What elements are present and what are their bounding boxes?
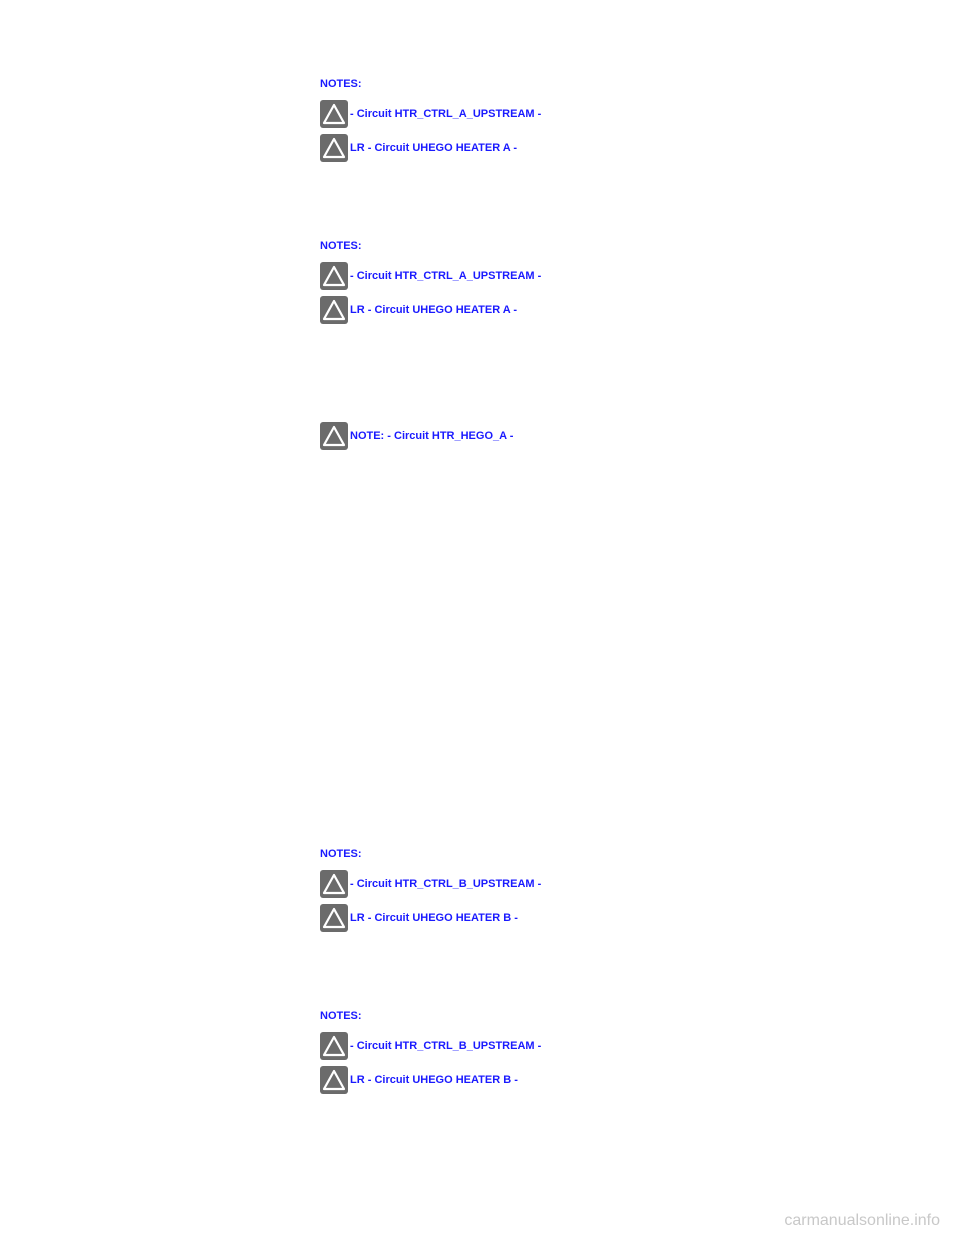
- warning-triangle-icon: [320, 100, 348, 128]
- notes-header: NOTES:: [320, 240, 880, 252]
- warning-triangle-icon: [320, 1066, 348, 1094]
- warning-triangle-icon: [320, 262, 348, 290]
- warning-triangle-icon: [320, 904, 348, 932]
- note-line: - Circuit HTR_CTRL_B_UPSTREAM -: [320, 1032, 880, 1060]
- note-line: LR - Circuit UHEGO HEATER A -: [320, 296, 880, 324]
- note-line: NOTE: - Circuit HTR_HEGO_A -: [320, 422, 880, 450]
- note-section: NOTES: - Circuit HTR_CTRL_B_UPSTREAM - L…: [320, 1010, 880, 1094]
- notes-header: NOTES:: [320, 848, 880, 860]
- note-line: LR - Circuit UHEGO HEATER A -: [320, 134, 880, 162]
- note-section: NOTES: - Circuit HTR_CTRL_A_UPSTREAM - L…: [320, 78, 880, 162]
- note-text: - Circuit HTR_CTRL_A_UPSTREAM -: [350, 270, 541, 282]
- note-text: LR - Circuit UHEGO HEATER A -: [350, 304, 517, 316]
- spacer: [320, 478, 880, 848]
- warning-triangle-icon: [320, 296, 348, 324]
- note-text: - Circuit HTR_CTRL_A_UPSTREAM -: [350, 108, 541, 120]
- warning-triangle-icon: [320, 422, 348, 450]
- document-content: NOTES: - Circuit HTR_CTRL_A_UPSTREAM - L…: [320, 78, 880, 1122]
- spacer: [320, 352, 880, 422]
- warning-triangle-icon: [320, 134, 348, 162]
- note-section: NOTE: - Circuit HTR_HEGO_A -: [320, 422, 880, 450]
- note-text: LR - Circuit UHEGO HEATER B -: [350, 1074, 518, 1086]
- note-line: - Circuit HTR_CTRL_B_UPSTREAM -: [320, 870, 880, 898]
- watermark-text: carmanualsonline.info: [784, 1212, 940, 1230]
- note-section: NOTES: - Circuit HTR_CTRL_B_UPSTREAM - L…: [320, 848, 880, 932]
- note-text: - Circuit HTR_CTRL_B_UPSTREAM -: [350, 878, 541, 890]
- note-line: LR - Circuit UHEGO HEATER B -: [320, 904, 880, 932]
- note-text: NOTE: - Circuit HTR_HEGO_A -: [350, 430, 513, 442]
- note-text: - Circuit HTR_CTRL_B_UPSTREAM -: [350, 1040, 541, 1052]
- note-section: NOTES: - Circuit HTR_CTRL_A_UPSTREAM - L…: [320, 240, 880, 324]
- spacer: [320, 960, 880, 1010]
- notes-header: NOTES:: [320, 1010, 880, 1022]
- note-line: LR - Circuit UHEGO HEATER B -: [320, 1066, 880, 1094]
- warning-triangle-icon: [320, 870, 348, 898]
- warning-triangle-icon: [320, 1032, 348, 1060]
- note-text: LR - Circuit UHEGO HEATER A -: [350, 142, 517, 154]
- note-text: LR - Circuit UHEGO HEATER B -: [350, 912, 518, 924]
- note-line: - Circuit HTR_CTRL_A_UPSTREAM -: [320, 262, 880, 290]
- spacer: [320, 190, 880, 240]
- notes-header: NOTES:: [320, 78, 880, 90]
- note-line: - Circuit HTR_CTRL_A_UPSTREAM -: [320, 100, 880, 128]
